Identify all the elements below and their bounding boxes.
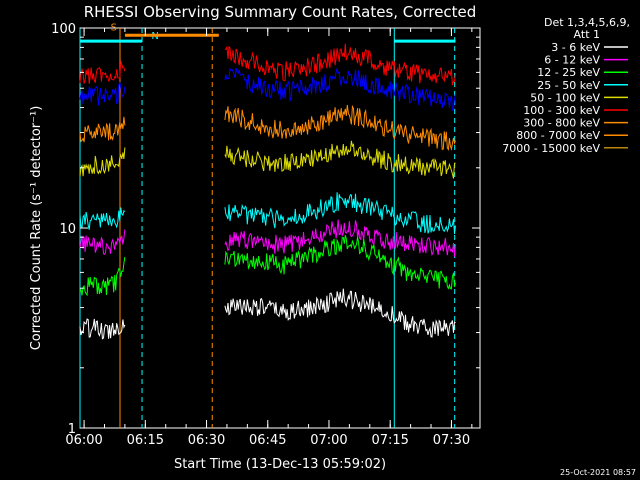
series-4-segment-0 — [79, 147, 126, 177]
legend-label-5: 100 - 300 keV — [523, 104, 600, 117]
x-tick-label-6: 07:30 — [433, 433, 470, 448]
series-2-segment-0 — [79, 256, 126, 297]
x-tick-label-5: 07:15 — [371, 433, 408, 448]
plot-area: SN 06:00 06:15 06:30 06:45 07:00 07:15 07:3011… — [51, 22, 481, 448]
legend-label-2: 12 - 25 keV — [537, 66, 600, 79]
y-axis-label: Corrected Count Rate (s⁻¹ detector⁻¹) — [29, 106, 44, 351]
x-tick-label-2: 06:30 — [188, 433, 225, 448]
series-layer — [79, 33, 456, 340]
series-1-segment-0 — [79, 229, 126, 255]
legend-header-line-1: Att 1 — [574, 28, 600, 41]
legend-label-0: 3 - 6 keV — [551, 41, 600, 54]
x-tick-label-3: 06:45 — [249, 433, 286, 448]
series-6-segment-1 — [224, 104, 456, 151]
series-0-segment-1 — [224, 288, 456, 338]
legend-label-6: 300 - 800 keV — [523, 117, 600, 130]
series-2-segment-1 — [224, 235, 456, 290]
x-tick-label-0: 06:00 — [65, 433, 102, 448]
series-1-segment-1 — [224, 219, 456, 257]
series-3-segment-0 — [79, 207, 126, 230]
legend-label-8: 7000 - 15000 keV — [502, 142, 600, 155]
legend-label-3: 25 - 50 keV — [537, 79, 600, 92]
series-0-segment-0 — [79, 318, 126, 340]
y-tick-label-2: 100 — [51, 22, 76, 37]
chart-title: RHESSI Observing Summary Count Rates, Co… — [84, 3, 477, 21]
y-tick-label-0: 1 — [68, 422, 76, 437]
x-tick-label-1: 06:15 — [127, 433, 164, 448]
series-5-segment-1 — [224, 43, 456, 86]
extra-series-0-segment-0 — [79, 81, 126, 106]
series-5-segment-0 — [79, 60, 126, 84]
y-tick-label-1: 10 — [59, 222, 76, 237]
legend-header-line-0: Det 1,3,4,5,6,9, — [544, 16, 630, 29]
series-3-segment-1 — [224, 192, 456, 235]
x-axis-label: Start Time (13-Dec-13 05:59:02) — [174, 457, 386, 472]
series-4-segment-1 — [224, 140, 456, 179]
legend-label-4: 50 - 100 keV — [530, 91, 600, 104]
extra-series-0-segment-1 — [224, 67, 456, 112]
ticks-layer: 06:00 06:15 06:30 06:45 07:00 07:15 07:30 1 10 10… — [51, 22, 480, 448]
legend-label-1: 6 - 12 keV — [544, 54, 600, 67]
series-6-segment-0 — [79, 116, 126, 143]
legend-label-7: 800 - 7000 keV — [516, 129, 600, 142]
annotation-0: S — [111, 22, 117, 33]
timestamp: 25-Oct-2021 08:57 — [560, 468, 636, 477]
x-tick-label-4: 07:00 — [310, 433, 347, 448]
